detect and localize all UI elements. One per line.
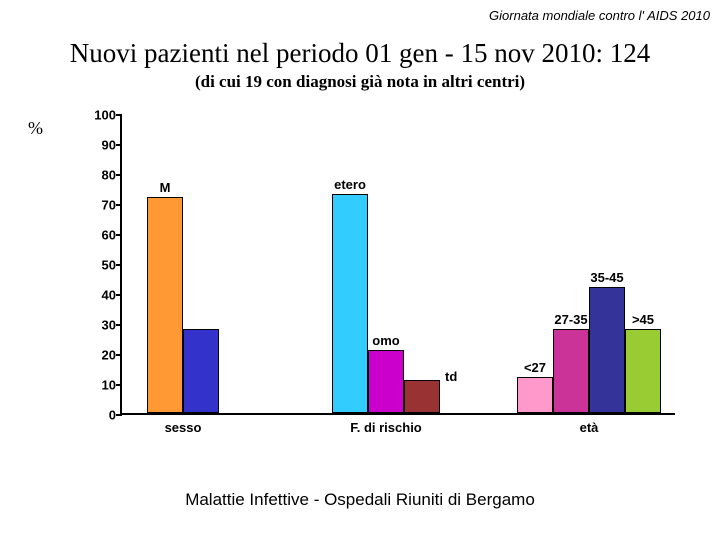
bar-label: <27	[524, 360, 546, 375]
ytick-label: 100	[88, 108, 116, 123]
ytick-label: 0	[88, 408, 116, 423]
ytick-label: 30	[88, 318, 116, 333]
ytick-line	[116, 324, 122, 326]
chart-area: 0102030405060708090100MsessoeteroomotdF.…	[90, 115, 680, 445]
ytick-label: 70	[88, 198, 116, 213]
ytick-label: 40	[88, 288, 116, 303]
plot-area: 0102030405060708090100MsessoeteroomotdF.…	[120, 115, 675, 415]
bar-label: etero	[334, 177, 366, 192]
bar-group: eteroomotd	[332, 194, 440, 413]
header-small-text: Giornata mondiale contro l' AIDS 2010	[489, 8, 710, 23]
bar: <27	[517, 377, 553, 413]
ytick-line	[116, 414, 122, 416]
bar-label: 35-45	[590, 270, 623, 285]
x-category-label: sesso	[147, 420, 219, 435]
ytick-label: 60	[88, 228, 116, 243]
ytick-line	[116, 174, 122, 176]
bar: 35-45	[589, 287, 625, 413]
footer-text: Malattie Infettive - Ospedali Riuniti di…	[0, 490, 720, 510]
bar-group: <2727-3535-45>45	[517, 287, 661, 413]
bar	[183, 329, 219, 413]
bar: M	[147, 197, 183, 413]
ytick-line	[116, 234, 122, 236]
ytick-line	[116, 294, 122, 296]
ytick-label: 50	[88, 258, 116, 273]
bar-label: omo	[372, 333, 399, 348]
ytick-line	[116, 114, 122, 116]
ytick-label: 20	[88, 348, 116, 363]
x-category-label: F. di rischio	[332, 420, 440, 435]
ytick-line	[116, 354, 122, 356]
ytick-label: 80	[88, 168, 116, 183]
x-category-label: età	[517, 420, 661, 435]
bar: >45	[625, 329, 661, 413]
y-axis-label: %	[28, 118, 43, 139]
ytick-label: 90	[88, 138, 116, 153]
chart-title: Nuovi pazienti nel periodo 01 gen - 15 n…	[0, 38, 720, 69]
bar-label: 27-35	[554, 312, 587, 327]
ytick-line	[116, 264, 122, 266]
chart-subtitle: (di cui 19 con diagnosi già nota in altr…	[0, 72, 720, 92]
ytick-line	[116, 384, 122, 386]
bar-group: M	[147, 197, 219, 413]
bar-label: >45	[632, 312, 654, 327]
bar: omo	[368, 350, 404, 413]
ytick-line	[116, 144, 122, 146]
ytick-label: 10	[88, 378, 116, 393]
bar: etero	[332, 194, 368, 413]
bar-label: M	[160, 180, 171, 195]
bar: 27-35	[553, 329, 589, 413]
ytick-line	[116, 204, 122, 206]
bar-label: td	[445, 369, 457, 384]
bar: td	[404, 380, 440, 413]
